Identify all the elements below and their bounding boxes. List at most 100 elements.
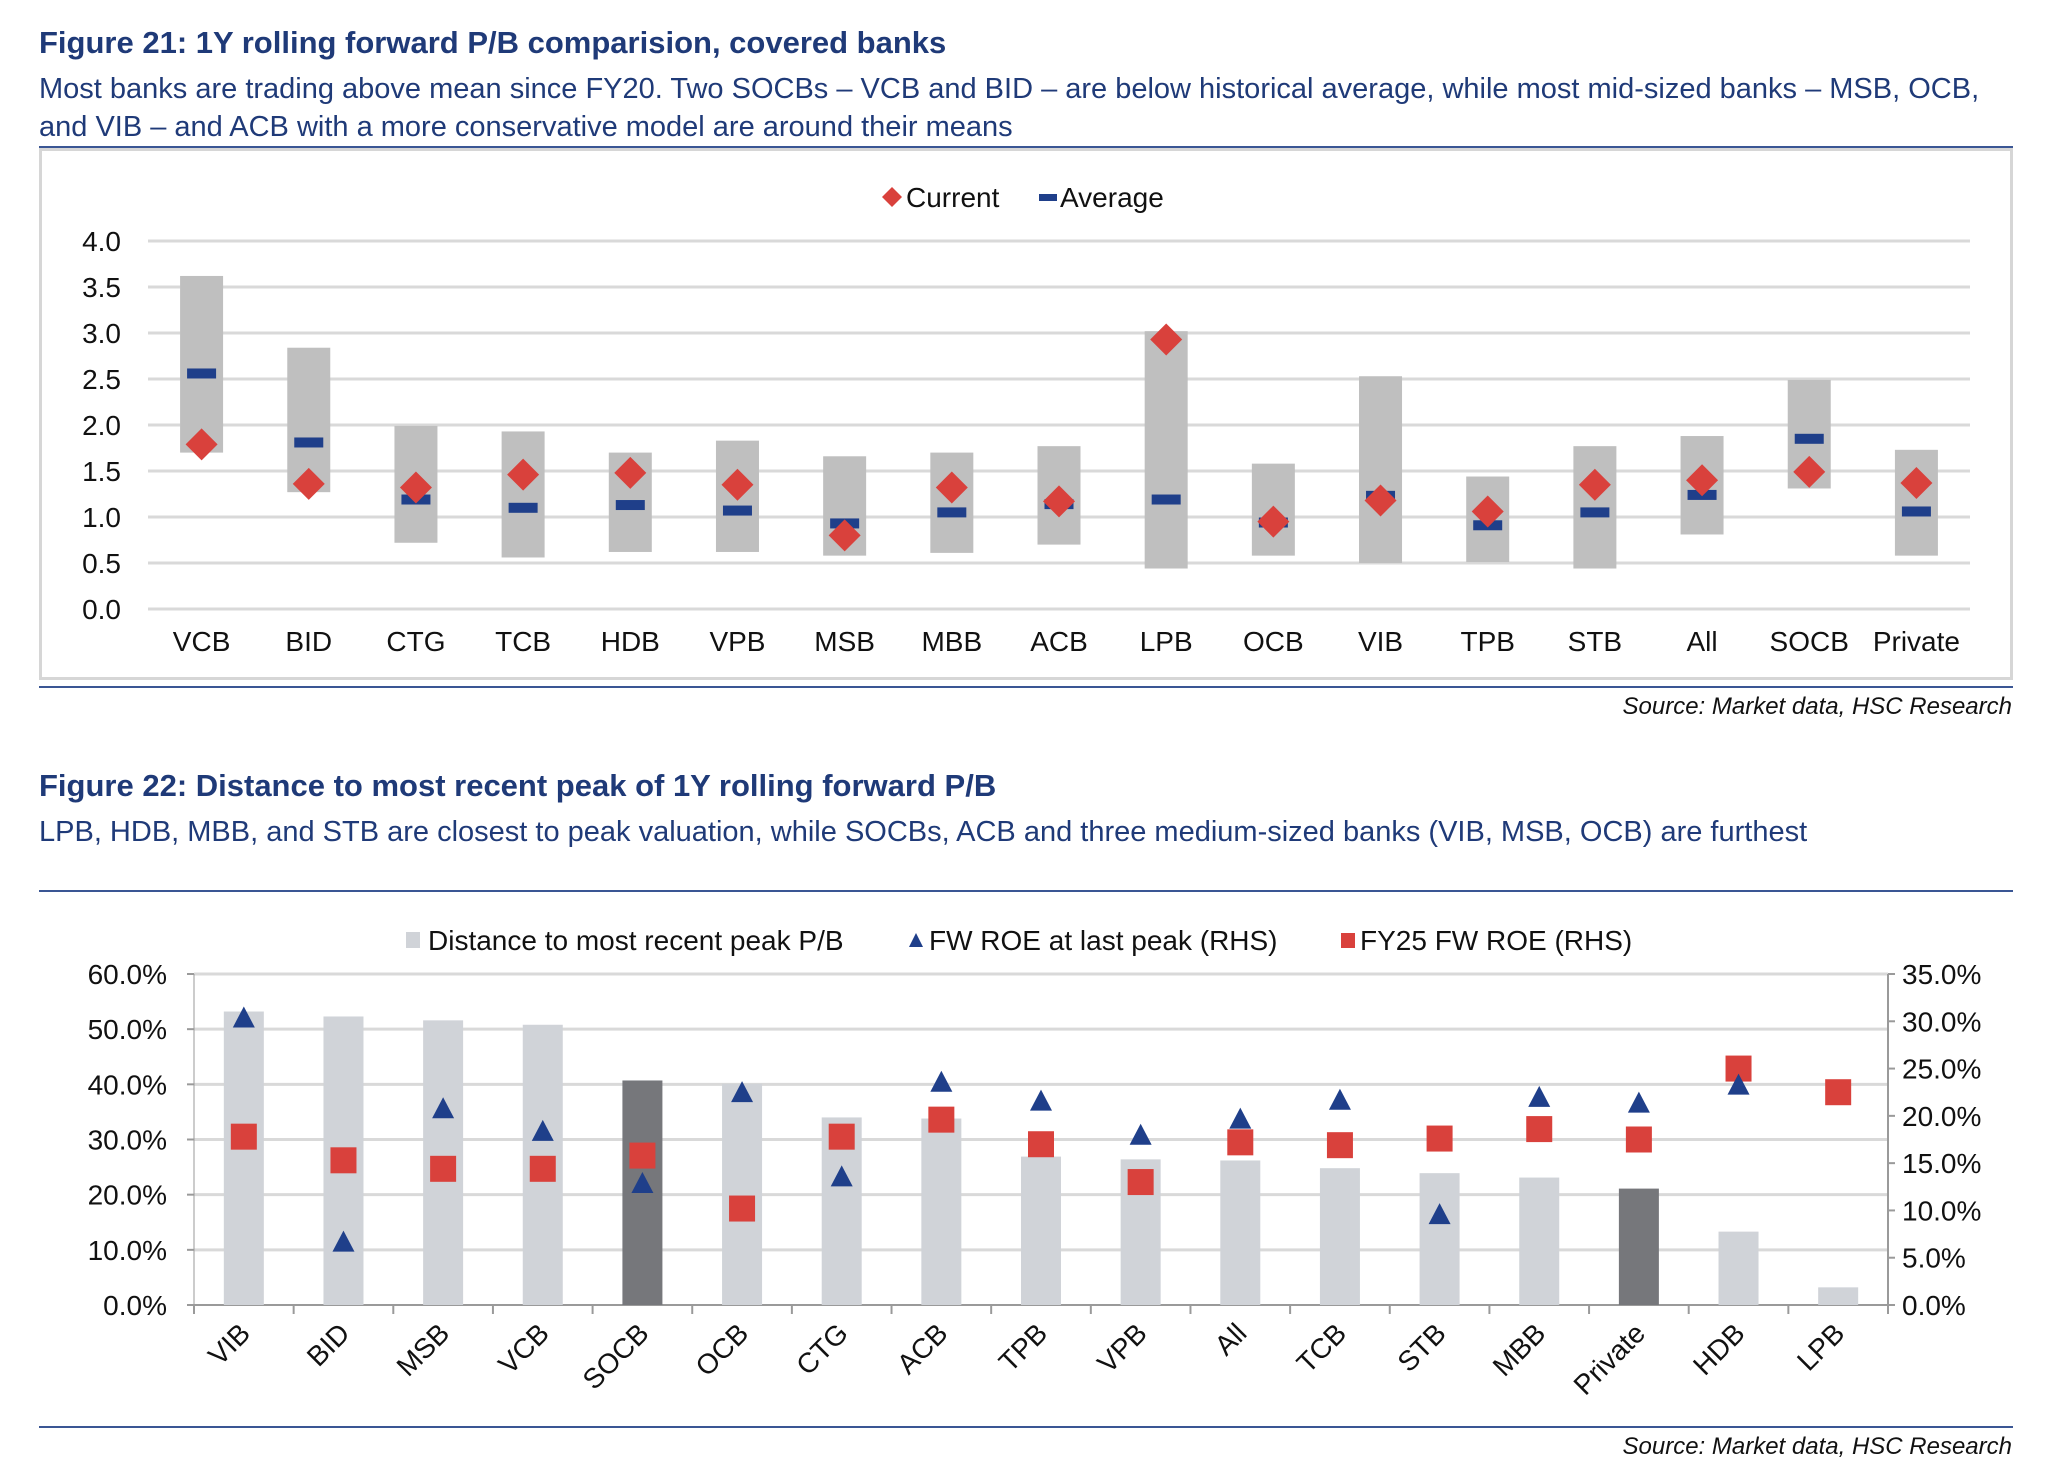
x-tick-label: VPB	[709, 626, 765, 657]
legend-average-icon	[1039, 194, 1057, 201]
average-marker	[937, 507, 967, 518]
legend-peak-roe-icon	[909, 933, 923, 947]
average-marker	[1794, 433, 1824, 444]
figure21-title: Figure 21: 1Y rolling forward P/B compar…	[39, 25, 947, 60]
x-tick-label: SOCB	[1770, 626, 1849, 657]
x-tick-label: OCB	[689, 1317, 754, 1382]
y-tick-label: 50.0%	[88, 1014, 167, 1045]
peak-roe-marker	[731, 1081, 754, 1103]
legend-distance-icon	[406, 932, 420, 948]
figure21-chart: 0.0 0.5 1.0 1.5 2.0 2.5 3.0 3.5 4.0 VCB BID CTG TCB H…	[82, 182, 1970, 657]
peak-roe-marker	[432, 1097, 455, 1119]
range-bar	[1359, 376, 1403, 563]
peak-roe-marker	[1627, 1091, 1650, 1113]
figure21-subtitle: Most banks are trading above mean since …	[39, 73, 1980, 143]
peak-roe-marker	[1727, 1073, 1750, 1095]
legend-peak-roe-label: FW ROE at last peak (RHS)	[929, 925, 1278, 956]
x-tick-label: VIB	[1358, 626, 1403, 657]
peak-roe-marker	[531, 1119, 554, 1141]
y2-tick-label: 10.0%	[1902, 1195, 1981, 1226]
y-tick-label: 4.0	[82, 226, 121, 257]
y2-tick-label: 0.0%	[1902, 1290, 1966, 1321]
current-marker	[185, 428, 218, 461]
current-marker	[1043, 485, 1075, 518]
peak-roe-marker	[332, 1230, 355, 1252]
y2-tick-label: 25.0%	[1902, 1054, 1981, 1085]
x-tick-label: All	[1686, 626, 1717, 657]
figure22-top-rule	[39, 890, 2013, 892]
x-tick-label: VPB	[1091, 1317, 1153, 1379]
x-tick-label: TPB	[993, 1317, 1053, 1377]
x-tick-label: VCB	[492, 1317, 555, 1380]
fy25-roe-marker	[629, 1142, 656, 1169]
x-tick-label: STB	[1568, 626, 1622, 657]
peak-roe-marker	[930, 1070, 953, 1092]
peak-roe-marker	[1229, 1107, 1252, 1129]
y2-tick-label: 35.0%	[1902, 959, 1981, 990]
average-marker	[294, 437, 324, 448]
x-tick-label: TPB	[1460, 626, 1514, 657]
current-marker	[1471, 495, 1504, 528]
y-tick-label: 2.5	[82, 364, 121, 395]
fy25-roe-marker	[828, 1123, 855, 1150]
peak-roe-marker	[232, 1006, 255, 1028]
x-tick-label: SOCB	[577, 1317, 655, 1395]
fy25-roe-marker	[1825, 1079, 1852, 1106]
x-tick-label: HDB	[601, 626, 660, 657]
figure21-chart-frame	[39, 148, 2013, 680]
y-tick-label: 3.5	[82, 272, 121, 303]
figure22-subtitle: LPB, HDB, MBB, and STB are closest to pe…	[39, 816, 1808, 848]
average-marker	[1901, 506, 1931, 517]
distance-bar	[1818, 1287, 1859, 1305]
x-tick-label: ACB	[891, 1317, 954, 1380]
y-tick-label: 10.0%	[88, 1235, 167, 1266]
average-marker	[1580, 507, 1610, 518]
x-tick-label: STB	[1391, 1317, 1451, 1377]
average-marker	[1151, 494, 1181, 505]
distance-bar	[1618, 1188, 1659, 1305]
fy25-roe-marker	[230, 1123, 257, 1150]
distance-bar	[722, 1083, 763, 1305]
current-marker	[1257, 505, 1290, 538]
current-marker	[828, 519, 861, 552]
y-tick-label: 40.0%	[88, 1069, 167, 1100]
x-tick-label: TCB	[495, 626, 551, 657]
x-tick-label: OCB	[1243, 626, 1304, 657]
y-tick-label: 0.5	[82, 548, 121, 579]
x-tick-label: Private	[1873, 626, 1960, 657]
current-marker	[1150, 323, 1183, 356]
x-tick-label: All	[1209, 1317, 1253, 1361]
range-bar	[501, 431, 545, 558]
x-tick-label: CTG	[790, 1317, 854, 1381]
current-marker	[1793, 455, 1826, 488]
distance-bar	[1021, 1156, 1061, 1305]
current-marker	[935, 471, 968, 504]
legend-current-icon	[882, 187, 902, 207]
peak-roe-marker	[830, 1165, 853, 1187]
y-tick-label: 3.0	[82, 318, 121, 349]
y-tick-label: 2.0	[82, 410, 121, 441]
fy25-roe-marker	[1127, 1169, 1154, 1196]
x-tick-label: CTG	[386, 626, 445, 657]
current-marker	[399, 471, 432, 504]
x-tick-label: MSB	[391, 1317, 456, 1382]
y-tick-label: 60.0%	[88, 959, 167, 990]
current-marker	[1900, 466, 1933, 499]
fy25-roe-marker	[729, 1195, 756, 1222]
fy25-roe-marker	[529, 1155, 556, 1182]
distance-bar	[1419, 1173, 1460, 1305]
y-tick-label: 0.0	[82, 594, 121, 625]
fy25-roe-marker	[928, 1106, 955, 1133]
distance-bar	[1718, 1231, 1759, 1305]
current-marker	[507, 458, 540, 491]
legend-current-label: Current	[906, 182, 1000, 213]
x-tick-label: BID	[285, 626, 332, 657]
peak-roe-marker	[1030, 1089, 1052, 1111]
y-tick-label: 20.0%	[88, 1180, 167, 1211]
legend-distance-label: Distance to most recent peak P/B	[428, 925, 844, 956]
fy25-roe-marker	[1625, 1126, 1652, 1153]
x-tick-label: ACB	[1030, 626, 1088, 657]
distance-bar	[223, 1011, 264, 1305]
x-tick-label: BID	[301, 1317, 356, 1372]
